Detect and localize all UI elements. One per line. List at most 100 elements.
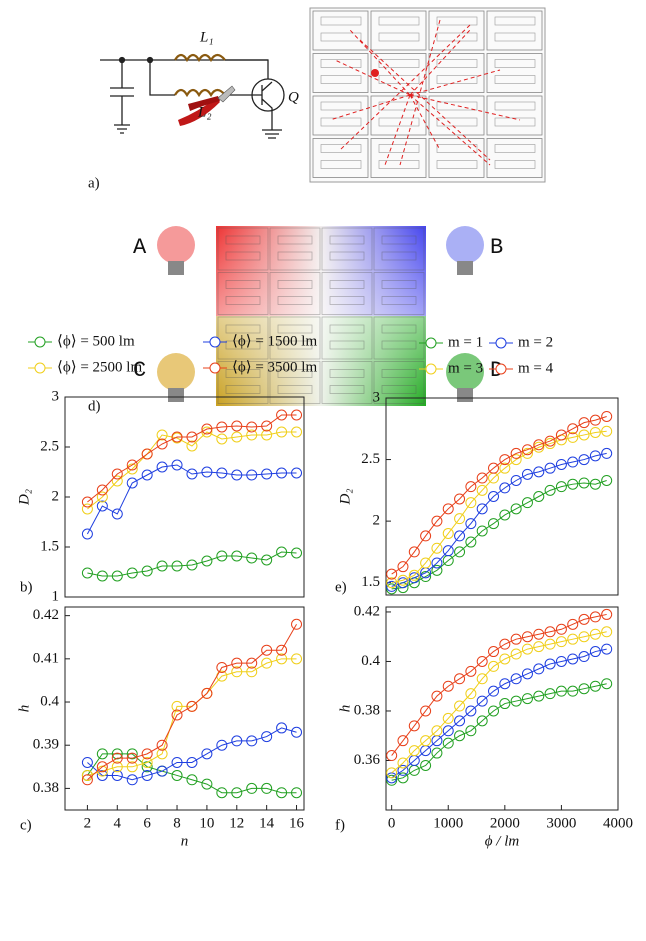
circuit: [100, 53, 285, 139]
data-point: [111, 468, 123, 480]
pcb-cell: [312, 53, 369, 93]
data-point: [408, 546, 420, 558]
pcb-trace: [378, 117, 420, 127]
data-point: [544, 462, 556, 474]
data-point: [261, 644, 273, 656]
board-trace: [225, 324, 261, 334]
data-point: [126, 748, 138, 760]
data-point: [291, 653, 303, 665]
data-point: [454, 546, 466, 558]
x-axis-label: ϕ / lm: [485, 833, 520, 849]
pcb-cell: [428, 138, 485, 178]
data-point: [431, 725, 443, 737]
data-point: [555, 655, 567, 667]
pcb-trace: [436, 16, 478, 26]
data-point: [156, 748, 168, 760]
board-cell: [217, 227, 269, 271]
data-point: [216, 550, 228, 562]
board-cell: [269, 316, 321, 360]
data-point: [201, 555, 213, 567]
board-trace: [225, 340, 261, 350]
data-point: [476, 472, 488, 484]
data-point: [246, 782, 258, 794]
data-point: [544, 626, 556, 638]
panel-label: f): [335, 817, 345, 833]
data-point: [499, 698, 511, 710]
board-trace: [277, 369, 313, 378]
board-trace: [381, 251, 417, 261]
data-point: [510, 648, 522, 660]
data-point: [431, 690, 443, 702]
pcb-cell: [486, 95, 543, 136]
y-tick-label: 2.5: [40, 438, 59, 454]
data-point: [96, 491, 108, 503]
inductor-label: L₂: [197, 104, 212, 120]
pcb-trace: [494, 32, 536, 42]
data-point: [555, 685, 567, 697]
transistor-label: Q: [288, 89, 299, 105]
data-point: [216, 739, 228, 751]
data-point: [465, 518, 477, 530]
data-point: [476, 695, 488, 707]
data-point: [601, 608, 613, 620]
pcb-trace: [378, 59, 420, 68]
data-point: [156, 560, 168, 572]
data-point: [521, 643, 533, 655]
data-point: [386, 583, 398, 595]
data-point: [499, 653, 511, 665]
data-point: [141, 448, 153, 460]
board-cell: [269, 272, 321, 315]
data-point: [246, 469, 258, 481]
pcb-trace: [436, 101, 478, 111]
pcb-trace: [378, 160, 420, 169]
data-point: [216, 433, 228, 445]
board-trace: [277, 280, 313, 289]
data-point: [397, 574, 409, 586]
pcb-cell: [486, 53, 543, 93]
data-point: [601, 447, 613, 459]
data-point: [261, 657, 273, 669]
data-point: [510, 447, 522, 459]
data-point: [601, 643, 613, 655]
data-point: [589, 414, 601, 426]
lamp-label: A: [133, 235, 147, 260]
data-point: [216, 661, 228, 673]
lit-board: [216, 226, 426, 406]
data-point: [186, 431, 198, 443]
pcb-trace: [320, 16, 362, 26]
data-point: [420, 557, 432, 569]
board-trace: [225, 296, 261, 305]
panel-label: b): [20, 579, 33, 595]
data-point: [555, 481, 567, 493]
data-point: [533, 628, 545, 640]
data-point: [589, 426, 601, 438]
series-line: [86, 464, 297, 535]
data-point: [126, 459, 138, 471]
data-point: [442, 712, 454, 724]
data-point: [126, 774, 138, 786]
y-tick-label: 0.38: [354, 702, 380, 718]
data-point: [186, 756, 198, 768]
data-point: [454, 493, 466, 505]
series-line: [391, 452, 607, 587]
data-point: [488, 518, 500, 530]
pcb-trace: [494, 16, 536, 26]
data-point: [186, 559, 198, 571]
data-point: [420, 530, 432, 542]
plot-frame: [64, 396, 305, 598]
data-point: [488, 462, 500, 474]
data-point: [510, 673, 522, 685]
data-point: [397, 757, 409, 769]
data-point: [261, 731, 273, 743]
y-tick-label: 2.5: [361, 451, 380, 467]
legend-label: ⟨ϕ⟩ = 1500 lm: [232, 333, 317, 349]
pcb-trace: [320, 59, 362, 68]
data-point: [544, 688, 556, 700]
data-point: [499, 482, 511, 494]
plot-frame: [64, 606, 305, 811]
series-line: [391, 480, 607, 590]
data-point: [431, 564, 443, 576]
data-point: [510, 633, 522, 645]
data-point: [567, 653, 579, 665]
